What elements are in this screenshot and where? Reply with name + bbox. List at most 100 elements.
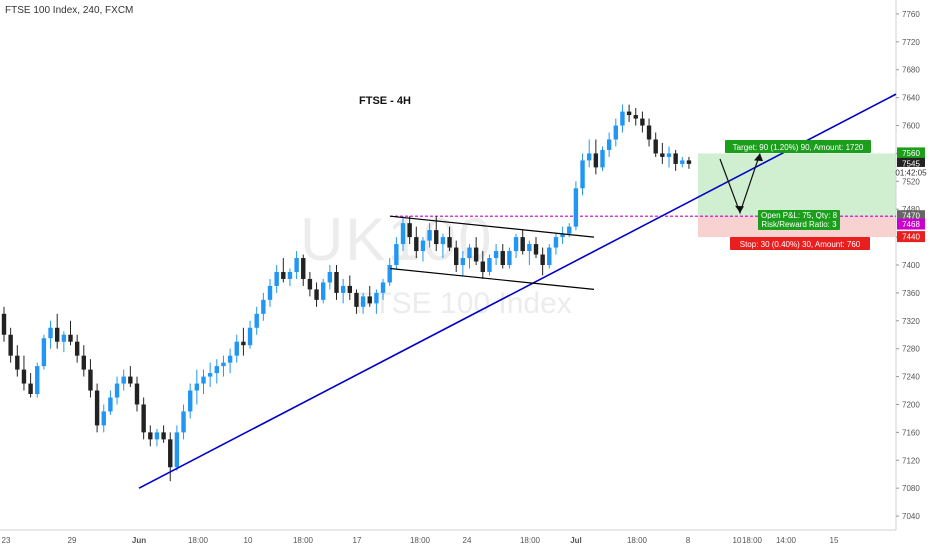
- candle-body: [380, 282, 386, 293]
- candle-body: [247, 327, 253, 346]
- price-label: 7560: [902, 149, 920, 158]
- candle-body: [646, 125, 652, 140]
- candle-body: [547, 247, 552, 265]
- candle-body: [440, 237, 446, 245]
- candle-body: [640, 118, 645, 126]
- price-label: 7470: [902, 212, 920, 221]
- price-label-bg: [897, 157, 925, 169]
- candle-body: [560, 233, 565, 238]
- candle-body: [527, 244, 532, 252]
- candle-body: [467, 247, 472, 259]
- candle-body: [1, 313, 7, 335]
- candle-body: [600, 149, 605, 168]
- projection-arrowhead-down: [735, 205, 744, 213]
- projection-arrowhead-up: [754, 153, 763, 162]
- candle-body: [414, 237, 419, 252]
- candle-body: [234, 341, 239, 356]
- risk-reward-label: Risk/Reward Ratio: 3: [761, 220, 837, 229]
- candle-body: [507, 251, 512, 265]
- candle-body: [21, 369, 27, 384]
- candle-body: [500, 251, 505, 265]
- candle-body: [354, 292, 359, 307]
- candle-body: [28, 383, 33, 395]
- y-tick-label: 7160: [902, 428, 920, 437]
- candle-body: [606, 139, 612, 150]
- candle-body: [121, 376, 126, 384]
- candle-body: [81, 355, 86, 370]
- chart-header: FTSE 100 Index, 240, FXCM: [5, 5, 134, 16]
- y-tick-label: 7600: [902, 122, 920, 131]
- candle-body: [387, 265, 392, 283]
- price-label: 7468: [902, 220, 920, 229]
- x-tick-label: 14:00: [776, 536, 797, 545]
- candle-body: [427, 230, 432, 241]
- x-tick-label: 15: [830, 536, 839, 545]
- x-tick-label: 18:00: [188, 536, 209, 545]
- candle-body: [493, 251, 499, 259]
- x-tick-label: 23: [2, 536, 11, 545]
- pnl-label-bg: [758, 210, 840, 221]
- candle-body: [8, 334, 13, 356]
- x-tick-label: 17: [353, 536, 362, 545]
- x-tick-label: 8: [686, 536, 691, 545]
- candle-body: [214, 366, 219, 374]
- candle-body: [613, 125, 618, 140]
- candle-body: [573, 188, 579, 227]
- candle-body: [407, 223, 412, 238]
- candle-body: [101, 411, 106, 426]
- y-tick-label: 7400: [902, 261, 920, 270]
- candle-body: [194, 383, 200, 391]
- candle-body: [454, 247, 459, 265]
- candle-body: [227, 355, 233, 363]
- candle-body: [327, 271, 333, 283]
- x-tick-label: Jul: [570, 536, 582, 545]
- candle-body: [487, 258, 492, 272]
- y-tick-label: 7040: [902, 512, 920, 521]
- candle-body: [540, 254, 545, 265]
- candle-body: [201, 376, 206, 384]
- candle-body: [221, 362, 226, 367]
- candle-body: [261, 299, 266, 314]
- price-label-bg: [897, 147, 925, 159]
- candle-body: [400, 223, 406, 245]
- candle-body: [374, 292, 379, 304]
- x-tick-label: 18:00: [293, 536, 314, 545]
- candle-body: [168, 439, 173, 468]
- candle-body: [108, 397, 113, 412]
- candle-body: [340, 285, 346, 293]
- candle-body: [35, 366, 40, 395]
- candle-body: [394, 244, 399, 265]
- candle-body: [673, 153, 678, 164]
- candle-body: [460, 258, 466, 265]
- candle-body: [680, 160, 685, 164]
- candle-body: [161, 432, 166, 440]
- candle-body: [128, 376, 133, 384]
- candle-body: [174, 432, 180, 468]
- x-tick-label: 24: [463, 536, 472, 545]
- candle-body: [94, 390, 100, 426]
- candle-body: [593, 153, 599, 168]
- candle-body: [207, 373, 213, 377]
- candle-body: [434, 230, 439, 245]
- y-tick-label: 7360: [902, 289, 920, 298]
- candle-body: [141, 404, 146, 433]
- candle-body: [281, 271, 286, 279]
- y-tick-label: 7760: [902, 10, 920, 19]
- price-label-bg: [897, 218, 925, 230]
- y-tick-label: 7240: [902, 373, 920, 382]
- candle-body: [114, 383, 120, 398]
- candle-body: [533, 244, 539, 255]
- candle-body: [74, 341, 80, 356]
- candle-body: [267, 285, 273, 300]
- chart-title: FTSE - 4H: [359, 95, 411, 107]
- candle-body: [420, 240, 426, 252]
- price-label: 7440: [902, 233, 920, 242]
- y-tick-label: 7640: [902, 94, 920, 103]
- pnl-label: Open P&L: 75, Qty: 8: [761, 211, 838, 220]
- candle-body: [660, 153, 665, 157]
- x-tick-label: 18:00: [742, 536, 763, 545]
- candle-body: [314, 289, 319, 300]
- candle-body: [134, 383, 140, 405]
- candle-body: [181, 411, 186, 433]
